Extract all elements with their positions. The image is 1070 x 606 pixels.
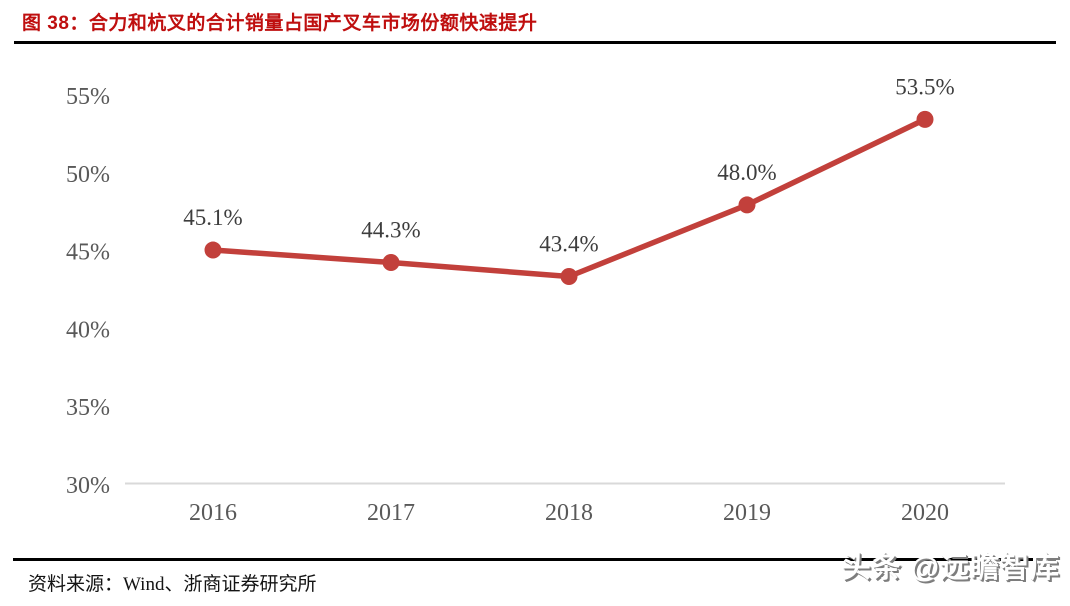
x-tick-label: 2019 (723, 500, 771, 526)
y-tick-label: 55% (66, 84, 110, 110)
data-point-label: 48.0% (717, 160, 776, 185)
x-tick-label: 2018 (545, 500, 593, 526)
data-point-label: 45.1% (183, 205, 242, 230)
data-point (560, 267, 578, 285)
x-tick-label: 2017 (367, 500, 415, 526)
title-divider-rule (14, 41, 1056, 44)
y-tick-label: 45% (66, 240, 110, 266)
y-tick-label: 50% (66, 162, 110, 188)
watermark-text: 头条 @远瞻智库 (841, 552, 1060, 584)
source-attribution: 资料来源：Wind、浙商证券研究所 (28, 574, 317, 595)
footer-divider-rule (13, 558, 1056, 561)
x-tick-label: 2016 (189, 500, 237, 526)
x-tick-label: 2020 (901, 500, 949, 526)
y-tick-label: 30% (66, 473, 110, 499)
data-point-label: 43.4% (539, 231, 598, 256)
data-point (916, 110, 934, 128)
figure-title: 图 38：合力和杭叉的合计销量占国产叉车市场份额快速提升 (22, 13, 538, 34)
data-point-label: 53.5% (895, 74, 954, 99)
data-point (382, 253, 400, 271)
y-tick-label: 40% (66, 317, 110, 343)
y-tick-label: 35% (66, 395, 110, 421)
data-point (204, 241, 222, 259)
data-point-label: 44.3% (361, 217, 420, 242)
data-point (738, 196, 756, 214)
